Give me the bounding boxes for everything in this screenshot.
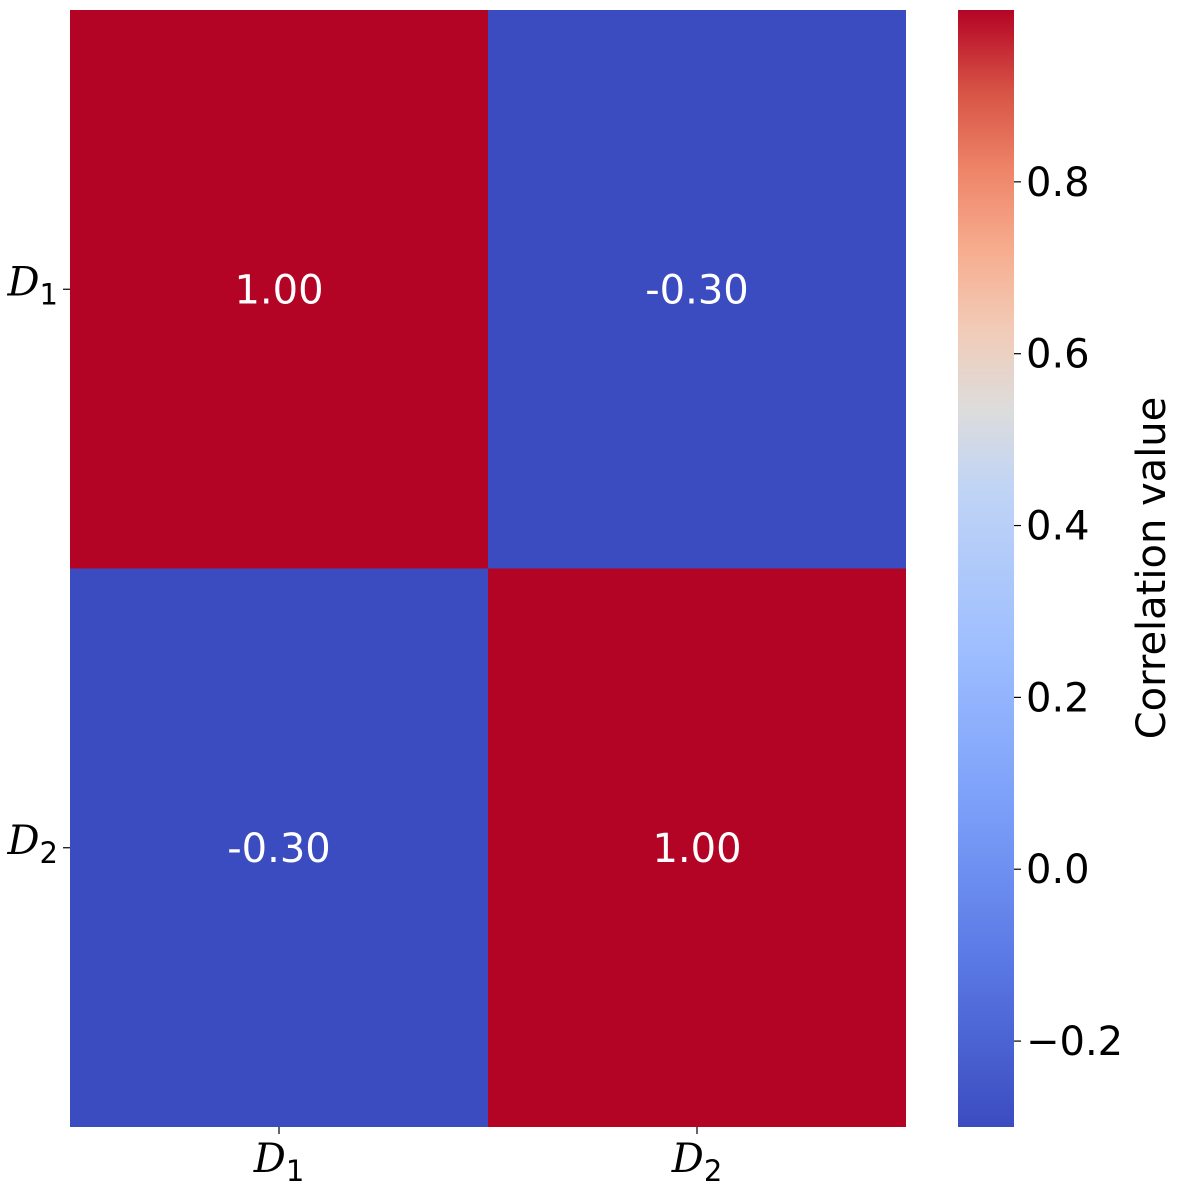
colorbar-tick-label-4: 0.4 [1026,504,1090,550]
colorbar-tick-label-2: 0.0 [1026,847,1090,893]
cell-label-r2-c2: 1.00 [652,826,741,872]
y-tick-label-1-subscript: 1 [40,277,58,311]
colorbar-label: Correlation value [1129,397,1175,740]
colorbar-tick-label-3: 0.2 [1026,675,1090,721]
x-tick-label-1-subscript: 1 [286,1154,304,1188]
x-tick-label-1: D1 [253,1136,305,1188]
heatmap-cells [70,10,906,1127]
colorbar-tick-label-6: 0.8 [1026,160,1090,206]
cell-label-r1-c1: 1.00 [234,267,323,313]
x-tick-label-1-base: D [253,1136,286,1182]
x-tick-label-2-subscript: 2 [704,1154,722,1188]
colorbar-tick-label-5: 0.6 [1026,332,1090,378]
y-tick-label-1-base: D [6,259,39,305]
heatmap-cell-r1-c1 [70,10,488,569]
x-axis: D1 D2 [253,1127,723,1188]
colorbar [958,10,1014,1127]
y-tick-label-2-base: D [6,818,39,864]
cell-label-r1-c2: -0.30 [645,267,749,313]
heatmap-cell-r2-c2 [488,568,906,1127]
colorbar-tick-label-1: −0.2 [1026,1019,1123,1065]
heatmap-cell-r1-c2 [488,10,906,569]
heatmap-cell-labels: 1.00 -0.30 -0.30 1.00 [227,267,749,872]
y-tick-label-2: D2 [6,818,58,870]
y-tick-label-1: D1 [6,259,58,311]
colorbar-ticks: −0.2 0.0 0.2 0.4 0.6 0.8 [1014,160,1123,1065]
x-tick-label-2: D2 [671,1136,723,1188]
cell-label-r2-c1: -0.30 [227,826,331,872]
heatmap-cell-r2-c1 [70,568,488,1127]
x-tick-label-2-base: D [671,1136,704,1182]
y-tick-label-2-subscript: 2 [40,836,58,870]
